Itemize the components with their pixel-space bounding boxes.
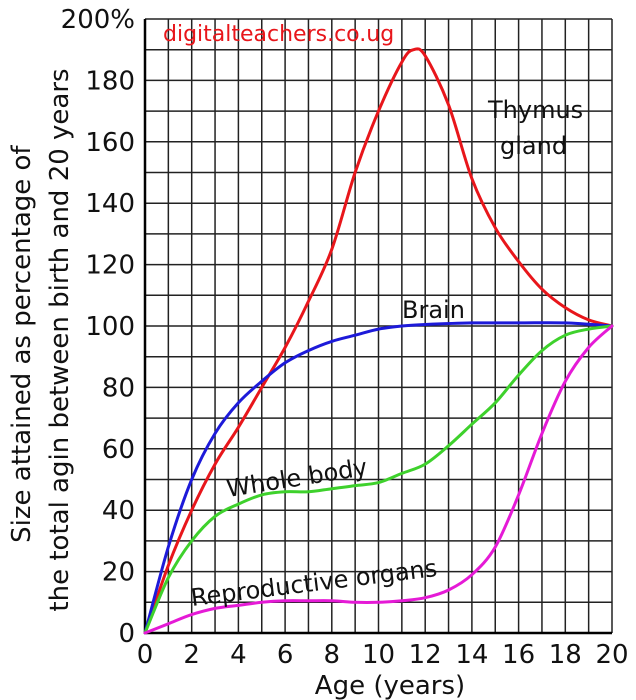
x-tick-label: 12 (409, 640, 442, 670)
series-line-brain (143, 321, 614, 635)
y-tick-label: 140 (85, 189, 135, 219)
series-label-thymus: Thymus gland (487, 96, 591, 160)
x-axis-title: Age (years) (315, 671, 465, 700)
y-tick-label: 40 (102, 496, 135, 526)
x-tick-label: 0 (137, 640, 154, 670)
series-label-brain: Brain (402, 296, 465, 324)
y-tick-label: 120 (85, 251, 135, 281)
series-line-whole-body (143, 324, 614, 635)
y-axis-title-line2: the total agin between birth and 20 year… (45, 68, 75, 611)
y-tick-label: 100 (85, 312, 135, 342)
y-tick-label: 20 (102, 558, 135, 588)
x-tick-label: 20 (595, 640, 628, 670)
axes (143, 19, 612, 635)
series-label-whole-body: Whole body (225, 453, 370, 503)
x-tick-label: 2 (183, 640, 200, 670)
y-tick-label: 0 (118, 619, 135, 649)
series-lines (143, 47, 614, 635)
y-axis-title-line1: Size attained as percentage of (7, 145, 37, 543)
y-tick-label: 80 (102, 373, 135, 403)
series-label-thymus-line2: gland (500, 132, 567, 160)
series-line-thymus-gland (143, 47, 614, 635)
x-tick-label: 8 (324, 640, 341, 670)
x-tick-label: 4 (230, 640, 247, 670)
y-tick-label: 200% (61, 5, 135, 35)
y-tick-label: 180 (85, 66, 135, 96)
x-tick-label: 18 (549, 640, 582, 670)
series-line-reproductive-organs (143, 324, 614, 635)
y-tick-label: 60 (102, 435, 135, 465)
x-tick-label: 14 (455, 640, 488, 670)
tick-labels: 0 2 4 6 8 10 12 14 16 18 2002040608010012014016018… (61, 5, 629, 670)
series-label-thymus-line1: Thymus (487, 96, 583, 124)
x-tick-label: 16 (502, 640, 535, 670)
y-tick-label: 160 (85, 128, 135, 158)
x-tick-label: 10 (362, 640, 395, 670)
watermark: digitalteachers.co.ug (163, 22, 394, 47)
y-axis-title: Size attained as percentage of the total… (7, 68, 75, 611)
x-tick-label: 6 (277, 640, 294, 670)
